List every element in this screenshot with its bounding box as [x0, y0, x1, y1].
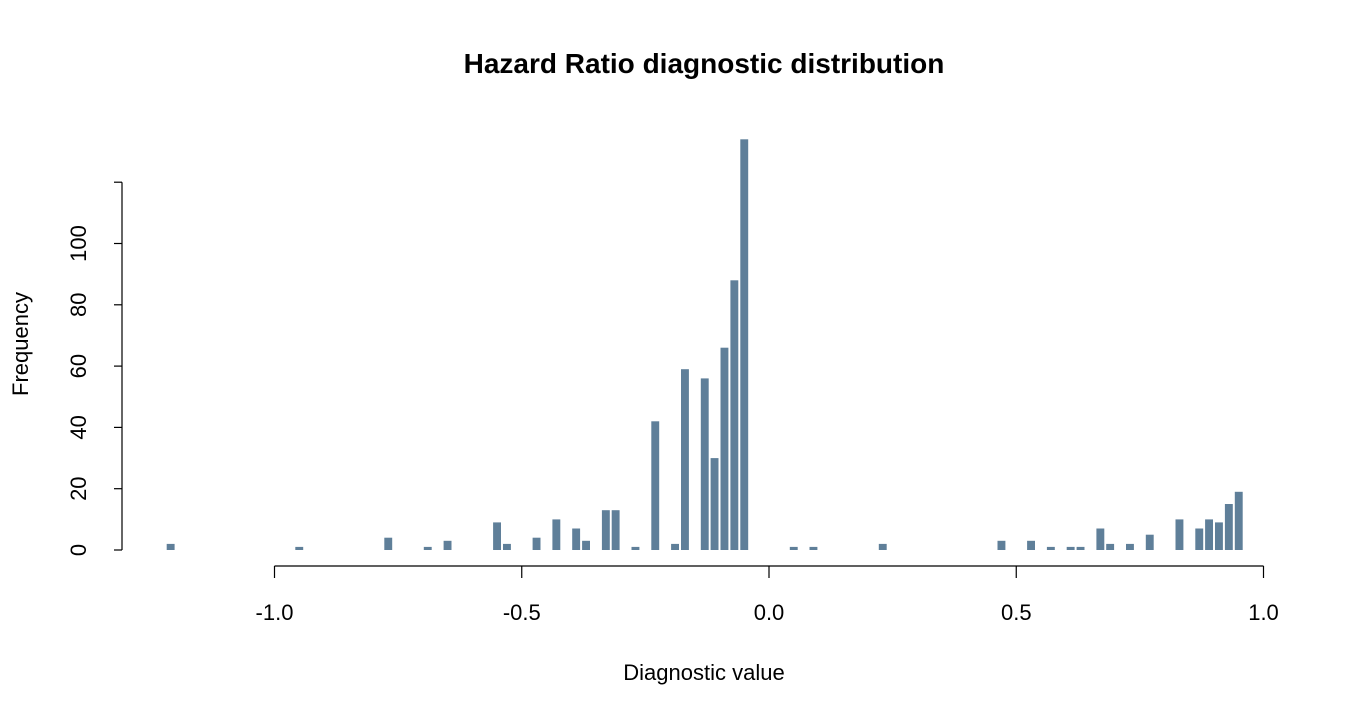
- x-tick-label: -1.0: [256, 600, 294, 625]
- histogram-bar: [1195, 528, 1204, 550]
- histogram-bar: [720, 347, 729, 550]
- histogram-bar: [503, 543, 511, 550]
- y-tick-label: 60: [66, 354, 91, 378]
- histogram-bar: [582, 540, 590, 550]
- y-tick-label: 100: [66, 225, 91, 262]
- histogram-bar: [710, 458, 719, 550]
- histogram-bar: [671, 543, 679, 550]
- histogram-bar: [789, 546, 798, 550]
- x-tick-label: 0.5: [1001, 600, 1032, 625]
- histogram-bar: [700, 378, 709, 550]
- x-tick-label: -0.5: [503, 600, 541, 625]
- histogram-bar: [493, 522, 501, 550]
- histogram-bar: [1234, 491, 1243, 550]
- y-axis: 0 20 40 60 80 100: [66, 181, 123, 556]
- histogram-bar: [730, 280, 739, 550]
- histogram-bar: [740, 139, 749, 551]
- histogram-bar: [1224, 504, 1233, 550]
- histogram-bar: [681, 369, 689, 550]
- histogram-bar: [1046, 546, 1055, 550]
- y-axis-label: Frequency: [8, 292, 33, 396]
- histogram-bar: [1126, 543, 1134, 550]
- histogram-bar: [1027, 540, 1035, 550]
- histogram-bar: [1106, 543, 1115, 550]
- histogram-bar: [651, 421, 660, 550]
- histogram-bar: [423, 546, 432, 550]
- histogram-bar: [997, 540, 1006, 550]
- bars-group: [166, 139, 1243, 551]
- histogram-bar: [532, 537, 541, 550]
- histogram-bar: [611, 510, 620, 550]
- histogram-bar: [295, 546, 304, 550]
- histogram-bar: [552, 519, 561, 550]
- histogram-bar: [809, 546, 818, 550]
- chart-title: Hazard Ratio diagnostic distribution: [464, 48, 945, 79]
- histogram-bar: [878, 543, 887, 550]
- x-tick-label: 1.0: [1248, 600, 1279, 625]
- y-tick-label: 40: [66, 415, 91, 439]
- histogram-bar: [166, 543, 175, 550]
- histogram-bar: [1205, 519, 1213, 550]
- y-tick-label: 20: [66, 476, 91, 500]
- y-tick-label: 0: [66, 544, 91, 556]
- histogram-bar: [1066, 546, 1075, 550]
- histogram-bar: [572, 528, 581, 550]
- histogram-bar: [631, 546, 640, 550]
- histogram-bar: [443, 540, 452, 550]
- histogram-bar: [1175, 519, 1184, 550]
- histogram-bar: [1076, 546, 1085, 550]
- x-tick-label: 0.0: [754, 600, 785, 625]
- histogram-bar: [1215, 522, 1223, 550]
- histogram-bar: [1096, 528, 1105, 550]
- x-axis-label: Diagnostic value: [623, 660, 784, 685]
- histogram-bar: [384, 537, 393, 550]
- histogram-bar: [1145, 534, 1154, 550]
- x-axis: -1.0 -0.5 0.0 0.5 1.0: [256, 565, 1279, 625]
- y-tick-label: 80: [66, 293, 91, 317]
- histogram-bar: [601, 510, 610, 550]
